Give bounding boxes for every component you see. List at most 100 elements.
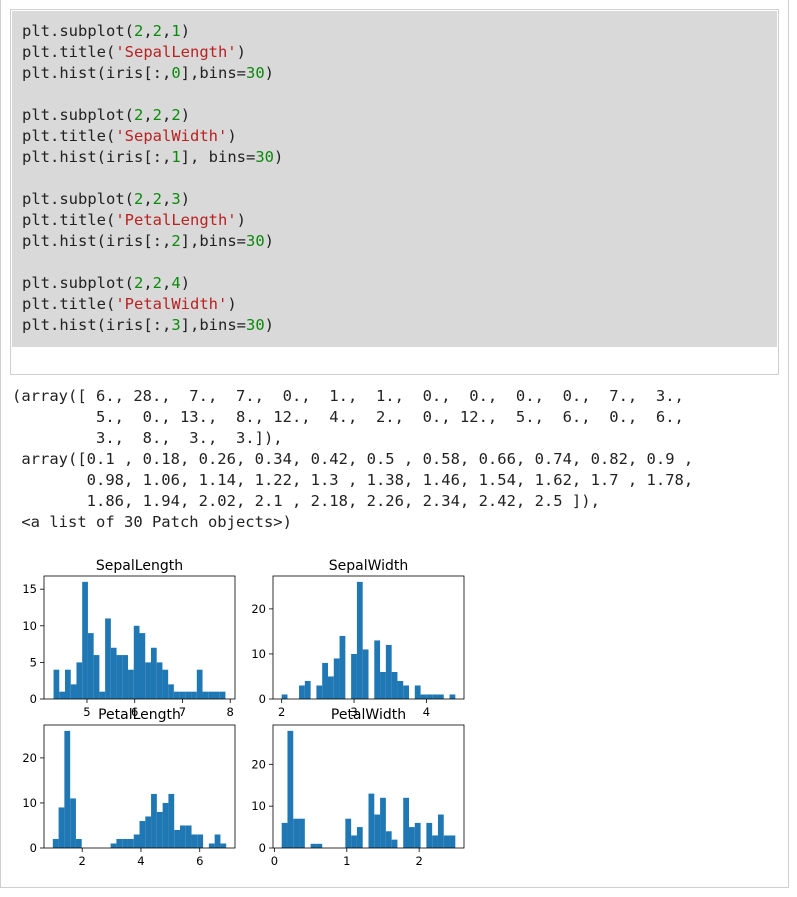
histogram-bar bbox=[65, 669, 71, 699]
code-line: plt.subplot(2,2,4) bbox=[22, 273, 283, 294]
code-line: plt.hist(iris[:,2],bins=30) bbox=[22, 231, 283, 252]
histogram-bar bbox=[64, 730, 71, 848]
code-token: 2 bbox=[133, 190, 144, 208]
histogram-bar bbox=[414, 685, 421, 699]
histogram-bar bbox=[403, 685, 410, 699]
histogram-bar bbox=[391, 671, 398, 699]
code-token: plt.title( bbox=[22, 211, 116, 229]
histogram-bar bbox=[426, 822, 433, 848]
code-token: 0 bbox=[171, 64, 181, 82]
code-token: ) bbox=[227, 295, 237, 313]
histogram-bar bbox=[110, 647, 117, 699]
code-token: 'PetalWidth' bbox=[115, 295, 228, 313]
histogram-bar bbox=[133, 625, 140, 699]
code-token: plt.subplot( bbox=[22, 190, 134, 208]
histogram-bar bbox=[310, 843, 317, 848]
x-tick-label: 5 bbox=[83, 705, 90, 719]
histogram-bar bbox=[70, 798, 76, 848]
code-token: 'PetalLength' bbox=[115, 211, 237, 229]
code-token: 1 bbox=[171, 148, 181, 166]
code-token: ],bins= bbox=[180, 232, 246, 250]
histogram-bar bbox=[116, 838, 123, 848]
code-token: , bbox=[162, 190, 172, 208]
code-token: 2 bbox=[133, 22, 144, 40]
code-token: plt.hist(iris[:, bbox=[22, 232, 172, 250]
histogram-bar bbox=[133, 834, 140, 848]
code-token: , bbox=[162, 22, 172, 40]
histogram-bar bbox=[179, 825, 186, 848]
histogram-bar bbox=[202, 691, 209, 699]
code-token: plt.title( bbox=[22, 295, 116, 313]
axes-frame bbox=[272, 724, 465, 849]
output-line: array([0.1 , 0.18, 0.26, 0.34, 0.42, 0.5… bbox=[12, 450, 694, 468]
code-token: , bbox=[143, 22, 153, 40]
axes-frame bbox=[272, 575, 465, 700]
code-editor[interactable]: plt.subplot(2,2,1) plt.title('SepalLength… bbox=[10, 9, 779, 375]
histogram-bar bbox=[351, 653, 357, 699]
code-token: 30 bbox=[255, 148, 274, 166]
code-background bbox=[12, 11, 777, 347]
histogram-bar bbox=[368, 793, 375, 848]
code-token: 2 bbox=[171, 232, 181, 250]
histogram-bar bbox=[128, 669, 134, 699]
x-tick-label: 2 bbox=[415, 854, 422, 865]
histogram-bar bbox=[409, 827, 415, 848]
code-line: plt.hist(iris[:,1], bins=30) bbox=[22, 147, 283, 168]
histogram-bar bbox=[397, 680, 404, 699]
histogram-bar bbox=[185, 691, 192, 699]
histogram-bar bbox=[316, 843, 323, 848]
histogram-bar bbox=[53, 669, 60, 699]
histogram-bar bbox=[316, 685, 323, 699]
code-token: 30 bbox=[245, 232, 265, 250]
histogram-bar bbox=[191, 834, 198, 848]
axes-frame bbox=[43, 724, 236, 849]
histogram-bar bbox=[322, 662, 328, 699]
output-line: 0.98, 1.06, 1.14, 1.22, 1.3 , 1.38, 1.46… bbox=[12, 471, 694, 489]
code-token: plt.subplot( bbox=[22, 274, 134, 292]
axes-frame bbox=[43, 575, 236, 700]
code-token: 2 bbox=[133, 106, 144, 124]
y-tick-label: 20 bbox=[251, 602, 266, 616]
code-token: plt.title( bbox=[22, 127, 116, 145]
code-token: 2 bbox=[152, 190, 163, 208]
histogram-bar bbox=[156, 662, 163, 699]
code-token: 2 bbox=[171, 106, 181, 124]
x-tick-label: 4 bbox=[137, 854, 144, 865]
histogram-bar bbox=[196, 669, 203, 699]
x-tick-label: 6 bbox=[196, 854, 203, 865]
histogram-bar bbox=[339, 635, 346, 699]
histogram-bar bbox=[162, 802, 169, 848]
y-tick-label: 0 bbox=[30, 692, 37, 706]
y-tick-label: 0 bbox=[259, 841, 266, 855]
histogram-bar bbox=[380, 671, 386, 699]
histogram-bar bbox=[122, 655, 129, 699]
histogram-bar bbox=[432, 835, 438, 848]
histogram-bar bbox=[197, 834, 204, 848]
histogram-bar bbox=[116, 655, 123, 699]
histogram-bar bbox=[214, 834, 221, 848]
histogram-bar bbox=[443, 835, 450, 848]
code-token: ) bbox=[264, 232, 274, 250]
histogram-bar bbox=[432, 694, 438, 699]
code-token: plt.hist(iris[:, bbox=[22, 316, 172, 334]
histogram-bar bbox=[220, 843, 227, 848]
histogram-bar bbox=[185, 825, 192, 848]
histogram-panel: SepalLength 5 6 7 8 0 5 10 15 bbox=[22, 558, 236, 719]
histogram-bar bbox=[58, 807, 65, 848]
code-token: 'SepalWidth' bbox=[115, 127, 228, 145]
code-line: plt.hist(iris[:,0],bins=30) bbox=[22, 63, 283, 84]
histogram-bar bbox=[168, 793, 175, 848]
code-token: , bbox=[143, 274, 153, 292]
histogram-bar bbox=[110, 843, 117, 848]
histogram-bar bbox=[391, 839, 398, 848]
code-token: 2 bbox=[152, 22, 163, 40]
histogram-bar bbox=[93, 655, 100, 699]
histogram-bar bbox=[208, 843, 215, 848]
code-line: plt.subplot(2,2,2) bbox=[22, 105, 283, 126]
histogram-bar bbox=[213, 691, 220, 699]
histogram-bar bbox=[449, 694, 456, 699]
histogram-bar bbox=[420, 694, 427, 699]
code-line: plt.subplot(2,2,1) bbox=[22, 21, 283, 42]
